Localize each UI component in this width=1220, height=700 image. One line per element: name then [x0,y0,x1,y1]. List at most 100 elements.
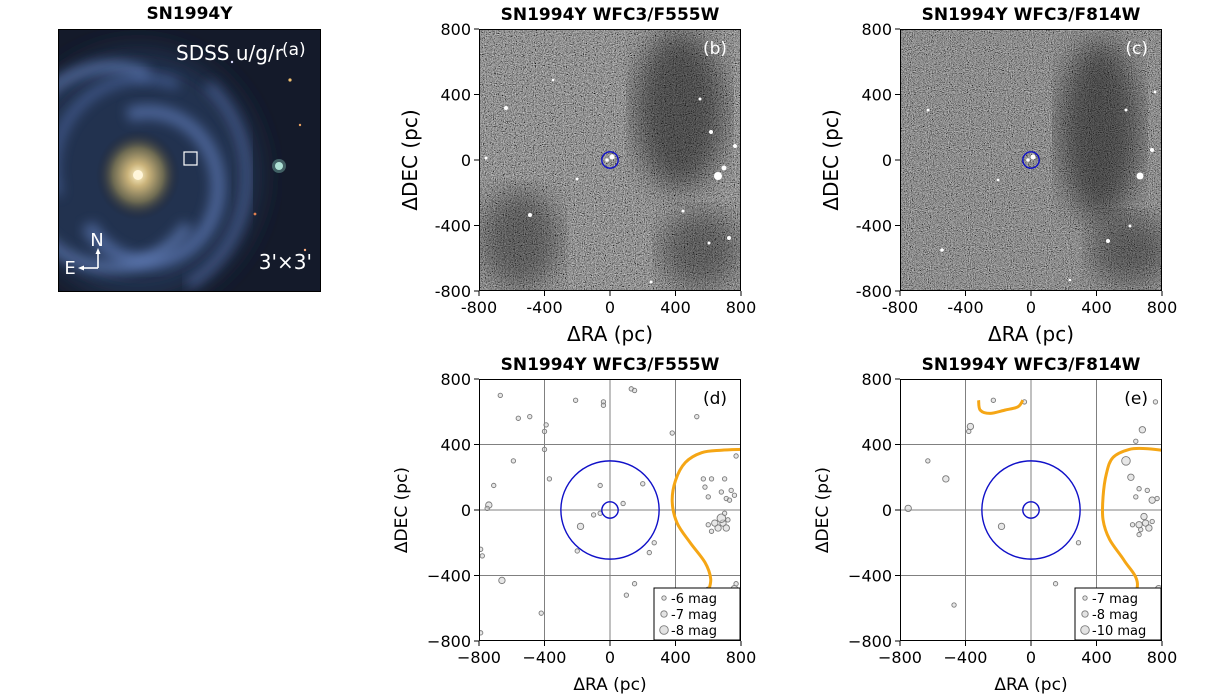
source-point [620,500,626,507]
y-tick-label: -800 [435,282,471,301]
x-tick-label: 400 [1081,298,1112,317]
source-point [705,494,711,500]
source-point [1138,426,1147,434]
legend-label: -8 mag [671,624,717,639]
panel-tag: (e) [1124,389,1148,409]
source-point [498,576,506,585]
y-axis-label: ΔDEC (pc) [813,467,833,553]
x-tick-label: -400 [947,298,983,317]
source-point [705,522,711,528]
y-tick-label: 400 [440,86,471,105]
panel-a-tag: (a) [282,40,306,60]
source-point [1145,524,1153,532]
source-point [631,581,638,587]
source-point [726,497,733,503]
source-point [925,458,931,464]
source-point [646,549,652,556]
x-tick-label: -800 [461,298,497,317]
source-point [479,553,485,559]
source-point [904,504,912,513]
source-point [527,414,533,420]
y-tick-label: 0 [461,501,471,520]
source-point [600,402,607,408]
x-tick-label: 0 [605,648,615,667]
x-tick-label: 800 [726,298,757,317]
source-point [1121,456,1131,466]
source-point [990,397,996,403]
sn-position-circle [1022,501,1040,519]
contour-line [1100,446,1162,641]
x-axis-label: ΔRA (pc) [567,322,653,346]
f814w-image [900,29,1162,291]
outer-radius-circle [981,460,1081,560]
y-tick-label: 0 [461,151,471,170]
source-point [515,415,521,421]
x-axis-label: ΔRA (pc) [994,675,1067,695]
x-tick-label: 0 [1026,648,1036,667]
sn-position-circle [601,501,619,519]
source-point [491,482,497,489]
y-tick-label: -400 [435,217,471,236]
source-point [541,428,548,435]
x-tick-label: 800 [1147,298,1178,317]
x-tick-label: 0 [605,298,615,317]
plot-frame [479,29,741,291]
source-point [694,414,700,420]
y-tick-label: 800 [440,20,471,39]
panel-a-title: SN1994Y [146,4,233,24]
contour-line [670,447,741,593]
contour-line [977,399,1025,415]
source-point [1075,540,1082,546]
source-point [718,489,724,495]
source-point [700,476,706,482]
source-point [731,492,738,498]
source-point [1148,496,1156,504]
source-point [702,484,708,490]
source-point [1154,495,1160,502]
source-point [1140,512,1148,521]
panel-tag: (c) [1125,39,1148,59]
source-point [1133,494,1139,500]
source-point [1136,531,1142,538]
source-point [1141,519,1150,527]
source-point [631,387,638,394]
source-point [574,548,580,554]
y-tick-label: 800 [861,370,892,389]
source-point [543,422,549,428]
panel-tag: (d) [703,389,727,409]
source-point [1152,399,1159,405]
panel-a: SN1994Y SDSS u/g/r (a) 3'×3' [58,4,321,292]
panel-c-title: SN1994Y WFC3/F814W [922,5,1141,25]
source-point [966,428,972,435]
source-point [1052,581,1059,587]
source-point [951,602,957,608]
source-point [722,524,730,532]
y-axis-label: ΔDEC (pc) [819,109,843,210]
source-point [728,487,734,493]
y-tick-label: 400 [861,86,892,105]
legend-label: -7 mag [671,608,717,623]
panel-d-title: SN1994Y WFC3/F555W [501,355,720,375]
x-tick-label: −800 [457,648,501,667]
source-point [733,581,739,587]
x-tick-label: -800 [882,298,918,317]
legend-marker [659,625,669,635]
source-point [1135,521,1143,529]
x-tick-label: 800 [726,648,757,667]
source-point [640,481,646,487]
x-tick-label: 400 [1081,648,1112,667]
x-axis-label: ΔRA (pc) [573,675,646,695]
source-point [484,505,490,512]
plot-area [601,151,619,169]
legend-label: -10 mag [1092,624,1146,639]
sn-position-circle [601,151,619,169]
source-point [572,397,579,403]
source-point [510,458,517,464]
source-point [546,476,553,482]
sn-location-box [183,151,198,166]
field-of-view-label: 3'×3' [259,250,312,274]
x-tick-label: 0 [1026,298,1036,317]
y-tick-label: −400 [427,567,471,586]
x-axis-label: ΔRA (pc) [988,322,1074,346]
x-tick-label: 400 [660,648,691,667]
